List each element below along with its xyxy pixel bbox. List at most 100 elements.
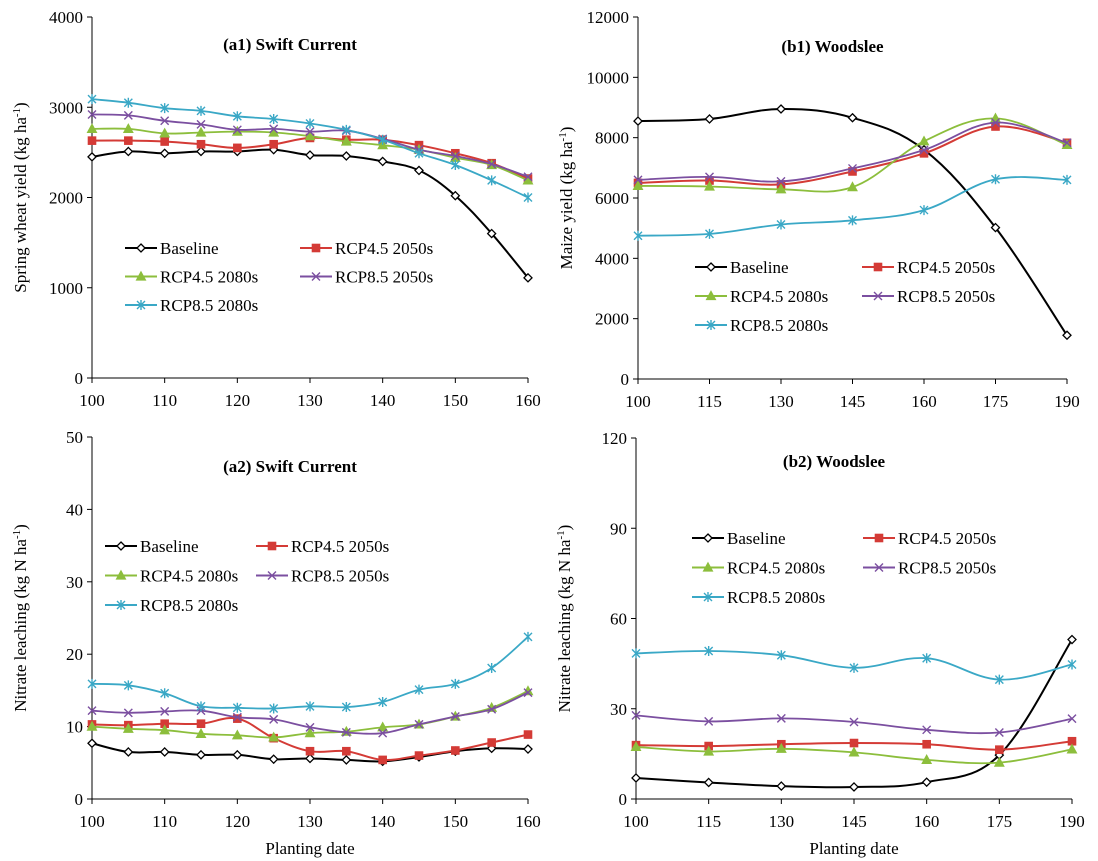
legend-marker xyxy=(703,533,713,543)
data-point xyxy=(305,118,315,129)
data-point xyxy=(232,749,243,760)
legend-entry: RCP4.5 2080s xyxy=(125,268,258,287)
legend-marker xyxy=(135,270,147,281)
data-point xyxy=(450,678,460,689)
legend-marker xyxy=(873,262,883,272)
data-point xyxy=(1062,330,1072,341)
legend-marker xyxy=(136,243,146,253)
series-4 xyxy=(87,94,533,203)
data-point xyxy=(414,751,424,760)
x-tick-label: 140 xyxy=(370,391,396,410)
data-point xyxy=(414,165,424,176)
data-point xyxy=(86,123,98,134)
data-point xyxy=(631,710,641,720)
legend-entry: Baseline xyxy=(695,258,789,277)
data-point xyxy=(342,746,351,756)
x-tick-label: 120 xyxy=(225,391,251,410)
x-tick-label: 150 xyxy=(443,391,469,410)
legend-marker xyxy=(311,272,321,281)
legend-marker xyxy=(874,533,884,543)
data-point xyxy=(849,782,859,792)
legend-marker xyxy=(136,300,146,310)
data-point xyxy=(994,728,1004,738)
data-point xyxy=(196,146,206,157)
data-point xyxy=(849,662,859,673)
x-tick-label: 160 xyxy=(515,391,541,410)
data-point xyxy=(269,139,278,149)
series-3 xyxy=(631,710,1077,738)
series-line xyxy=(91,636,529,710)
y-tick-label: 60 xyxy=(610,610,627,629)
legend-label: RCP8.5 2080s xyxy=(727,588,825,607)
x-tick-label: 175 xyxy=(987,812,1013,831)
legend-label: RCP4.5 2050s xyxy=(335,239,433,258)
data-point xyxy=(414,719,424,729)
data-point xyxy=(523,192,533,203)
data-point xyxy=(776,219,786,230)
data-point xyxy=(341,754,352,765)
data-point xyxy=(705,172,714,182)
y-tick-label: 2000 xyxy=(49,189,83,208)
data-point xyxy=(704,114,715,124)
y-tick-label: 3000 xyxy=(49,98,83,117)
legend-entry: RCP4.5 2080s xyxy=(105,567,238,586)
legend-label: RCP4.5 2050s xyxy=(897,258,995,277)
data-point xyxy=(233,714,242,723)
legend-marker xyxy=(874,563,884,572)
x-tick-label: 145 xyxy=(840,392,866,411)
data-point xyxy=(231,125,243,136)
legend-marker xyxy=(702,561,714,572)
y-axis-label: Spring wheat yield (kg ha-1) xyxy=(11,102,30,292)
data-point xyxy=(196,105,206,116)
data-point xyxy=(305,746,315,756)
series-line xyxy=(635,639,1073,789)
x-tick-label: 130 xyxy=(297,391,323,410)
y-tick-label: 2000 xyxy=(595,310,629,329)
data-point xyxy=(414,684,424,695)
data-point xyxy=(123,110,133,120)
legend-entry: RCP4.5 2050s xyxy=(300,239,433,258)
data-point xyxy=(87,738,97,749)
data-point xyxy=(196,719,206,729)
y-tick-label: 50 xyxy=(66,428,83,447)
chart-title: (b2) Woodslee xyxy=(783,452,886,471)
data-point xyxy=(341,702,351,713)
data-point xyxy=(268,731,280,742)
series-4 xyxy=(633,174,1072,241)
data-point xyxy=(633,116,643,126)
x-tick-label: 190 xyxy=(1054,392,1080,411)
data-point xyxy=(340,135,352,146)
x-tick-label: 160 xyxy=(911,392,937,411)
legend-entry: RCP4.5 2080s xyxy=(695,287,828,306)
series-line xyxy=(91,98,529,199)
data-point xyxy=(159,724,171,735)
data-point xyxy=(487,159,497,169)
x-tick-label: 120 xyxy=(225,812,251,831)
data-point xyxy=(304,727,316,738)
chart-title: (b1) Woodslee xyxy=(781,37,884,56)
data-point xyxy=(633,175,643,185)
legend-label: RCP8.5 2050s xyxy=(897,287,995,306)
x-tick-label: 100 xyxy=(623,812,649,831)
legend-entry: RCP8.5 2080s xyxy=(105,596,238,615)
data-point xyxy=(486,228,497,239)
x-tick-label: 115 xyxy=(696,812,721,831)
data-point xyxy=(232,125,242,135)
legend-marker xyxy=(267,541,277,551)
data-point xyxy=(232,702,242,713)
y-tick-label: 4000 xyxy=(49,8,83,27)
data-point xyxy=(160,688,170,699)
series-0 xyxy=(631,634,1077,792)
x-tick-label: 140 xyxy=(370,812,396,831)
x-tick-label: 175 xyxy=(983,392,1009,411)
chart-a1: 0 1000 2000 3000 4000 100 110 120 130 140 150 160 (a… xyxy=(11,8,541,410)
data-point xyxy=(341,727,351,737)
data-point xyxy=(847,112,858,123)
legend-entry: RCP8.5 2080s xyxy=(692,588,825,607)
series-4 xyxy=(87,631,533,714)
legend-marker xyxy=(116,600,126,610)
legend-label: RCP4.5 2050s xyxy=(291,537,389,556)
data-point xyxy=(704,716,714,726)
x-axis-label: Planting date xyxy=(265,839,354,858)
y-tick-label: 0 xyxy=(75,790,84,809)
